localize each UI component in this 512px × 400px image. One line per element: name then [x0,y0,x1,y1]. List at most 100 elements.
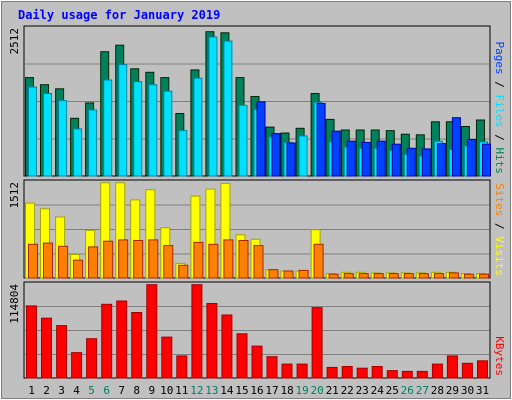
bar-sites-17 [268,269,279,279]
legend-kbytes: KBytes [493,336,506,376]
bar-files-13 [208,36,218,177]
bar-files-9 [148,84,158,177]
x-tick-label-5: 5 [88,384,95,397]
x-tick-label-23: 23 [356,384,369,397]
bar-kbytes-3 [56,325,68,379]
bar-kbytes-16 [251,345,263,379]
legend-separator: / [493,75,506,95]
bar-kbytes-27 [416,370,428,379]
legend-item-hits: Hits [493,148,506,175]
x-tick-label-15: 15 [235,384,248,397]
bar-sites-9 [148,239,159,279]
y-max-label: 114804 [8,284,21,324]
legend-item-pages: Pages [493,42,506,75]
bar-sites-28 [433,273,444,279]
bar-kbytes-24 [371,366,383,379]
bar-sites-30 [463,273,474,279]
bar-kbytes-20 [311,307,323,379]
bar-kbytes-5 [86,338,98,379]
bar-kbytes-7 [116,300,128,379]
bar-kbytes-29 [446,355,458,379]
bar-sites-6 [103,240,114,279]
bar-sites-4 [73,259,84,279]
bar-sites-26 [403,273,414,279]
x-axis-labels: 1 2 3 4 5 6 7 8 9 10 11 12 13 14 15 16 17 18 19 20 21 22 23 24 2… [28,384,489,397]
bar-files-4 [73,128,83,177]
bar-sites-1 [28,243,38,279]
bar-files-3 [58,100,68,177]
bar-kbytes-30 [461,362,473,379]
bar-kbytes-11 [176,355,188,379]
x-tick-label-6: 6 [103,384,110,397]
x-tick-label-29: 29 [446,384,459,397]
bar-sites-12 [193,241,204,279]
bar-kbytes-26 [401,370,413,379]
bar-pages-29 [451,117,461,177]
bar-sites-8 [133,240,144,279]
x-tick-label-8: 8 [133,384,140,397]
x-tick-label-22: 22 [341,384,354,397]
bar-pages-17 [271,133,281,177]
bar-kbytes-19 [296,363,308,379]
bar-files-10 [163,90,173,177]
bar-pages-23 [361,141,371,177]
x-tick-label-18: 18 [280,384,293,397]
bar-pages-28 [436,143,446,177]
x-tick-label-13: 13 [205,384,218,397]
bar-sites-24 [373,273,384,279]
bar-files-1 [28,86,37,177]
bar-sites-18 [283,270,294,279]
bar-pages-16 [256,101,266,177]
bar-files-7 [118,64,128,177]
chart-title: Daily usage for January 2019 [18,8,220,22]
x-tick-label-16: 16 [250,384,263,397]
bar-pages-21 [331,130,341,177]
bar-kbytes-13 [206,303,218,379]
bar-kbytes-17 [266,356,278,379]
bar-pages-20 [316,103,326,177]
bar-sites-14 [223,239,234,279]
x-tick-label-9: 9 [148,384,155,397]
x-tick-label-21: 21 [326,384,339,397]
x-tick-label-10: 10 [160,384,173,397]
bar-sites-5 [88,246,99,279]
bar-sites-19 [298,269,309,279]
bar-sites-11 [178,264,189,279]
bar-sites-20 [313,243,324,279]
bar-kbytes-23 [356,367,368,379]
bar-kbytes-22 [341,366,353,379]
bar-files-8 [133,81,143,177]
bar-files-15 [238,104,248,177]
bar-pages-22 [346,140,356,177]
bar-sites-7 [118,239,129,279]
x-tick-label-3: 3 [58,384,65,397]
legend-visits-sites: Sites / Visits [493,183,506,276]
x-tick-label-19: 19 [295,384,308,397]
bar-sites-13 [208,243,219,279]
x-tick-label-2: 2 [43,384,50,397]
bar-files-6 [103,79,113,177]
panel-kbytes: 114804 KBytes [8,281,506,379]
legend-item-visits: Visits [493,236,506,276]
x-tick-label-14: 14 [220,384,234,397]
bar-sites-23 [358,273,369,279]
bar-sites-21 [328,273,339,279]
bar-kbytes-10 [161,336,173,379]
bar-pages-31 [482,143,491,177]
bar-pages-30 [466,139,476,177]
bar-pages-18 [286,142,296,177]
bar-files-2 [43,93,52,177]
x-tick-label-7: 7 [118,384,125,397]
bar-files-14 [223,40,233,177]
bar-sites-27 [418,273,429,279]
bar-files-19 [298,135,308,177]
bar-sites-31 [479,273,489,279]
bar-kbytes-21 [326,366,338,379]
bar-kbytes-31 [477,360,488,379]
x-tick-label-24: 24 [371,384,385,397]
y-max-label: 1512 [8,182,21,209]
x-tick-label-20: 20 [310,384,323,397]
x-tick-label-25: 25 [386,384,399,397]
bar-sites-15 [238,240,249,279]
